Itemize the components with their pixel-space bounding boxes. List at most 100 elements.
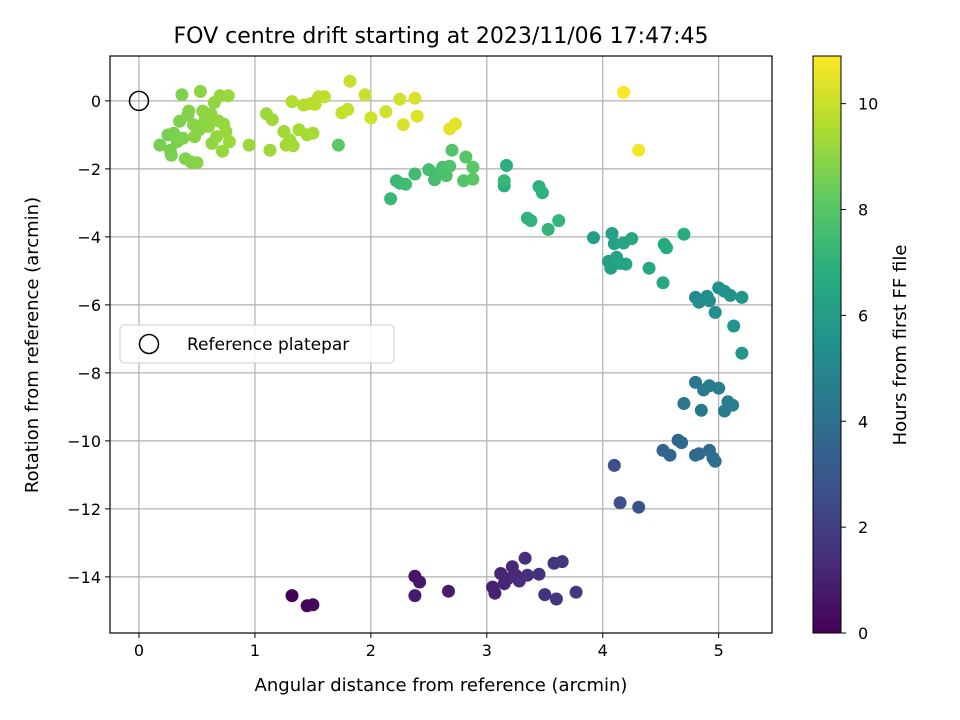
x-tick-label: 0: [134, 641, 144, 660]
data-point: [408, 91, 422, 105]
data-point: [735, 346, 749, 360]
y-tick-label: −14: [67, 568, 101, 587]
data-point: [656, 276, 670, 290]
data-point: [222, 135, 236, 149]
data-point: [702, 294, 716, 308]
data-point: [535, 186, 549, 200]
legend-label: Reference platepar: [187, 335, 349, 355]
data-point: [675, 436, 689, 450]
y-tick-label: −2: [77, 160, 101, 179]
data-point: [466, 172, 480, 186]
data-point: [723, 288, 737, 302]
data-point: [306, 126, 320, 140]
legend: Reference platepar: [119, 324, 395, 364]
data-point: [396, 118, 410, 132]
data-point: [153, 138, 167, 152]
data-point: [708, 305, 722, 319]
data-point: [216, 144, 229, 158]
data-point: [341, 102, 355, 116]
data-point: [221, 89, 235, 103]
y-tick-label: −4: [77, 228, 101, 247]
data-point: [524, 214, 538, 228]
y-tick-label: −6: [77, 296, 101, 315]
data-point: [379, 105, 393, 119]
colorbar: [812, 55, 842, 634]
y-tick-label: 0: [91, 92, 101, 111]
data-point: [607, 237, 621, 251]
x-tick-label: 3: [482, 641, 492, 660]
data-point: [331, 138, 345, 152]
colorbar-tick-label: 6: [858, 306, 868, 325]
data-point: [726, 398, 740, 412]
data-point: [164, 148, 178, 162]
data-point: [202, 119, 215, 133]
data-point: [520, 568, 534, 582]
colorbar-label: Hours from first FF file: [890, 245, 911, 446]
data-point: [663, 448, 677, 462]
colorbar-tick-label: 10: [858, 95, 878, 114]
data-point: [613, 496, 627, 510]
y-tick-label: −10: [67, 432, 101, 451]
data-point: [692, 447, 706, 461]
data-point: [393, 92, 407, 106]
y-axis-label: Rotation from reference (arcmin): [22, 197, 43, 493]
data-point: [712, 381, 726, 395]
data-point: [555, 555, 569, 569]
data-point: [175, 88, 189, 102]
colorbar-ticks: 0 2 4 6 8 10: [841, 95, 878, 643]
reference-marker: [128, 90, 150, 112]
data-point: [677, 227, 691, 241]
legend-marker: [138, 333, 160, 355]
data-point: [182, 104, 196, 118]
data-point: [384, 192, 398, 206]
data-point: [694, 403, 708, 417]
x-tick-label: 2: [366, 641, 376, 660]
grid-lines: [110, 56, 772, 633]
x-tick-label: 1: [250, 641, 260, 660]
data-point: [538, 588, 552, 602]
data-point: [735, 290, 749, 304]
data-point: [413, 575, 427, 589]
data-point: [306, 598, 320, 612]
legend-box: [119, 324, 395, 364]
data-point: [466, 160, 480, 174]
data-point: [449, 117, 462, 131]
x-axis-ticks: 0 1 2 3 4 5: [134, 633, 724, 660]
data-point: [541, 222, 555, 236]
data-point: [619, 257, 633, 271]
data-point: [242, 138, 256, 152]
data-point: [263, 143, 277, 157]
data-point: [408, 167, 422, 181]
data-point: [443, 159, 457, 173]
y-tick-label: −12: [67, 500, 101, 519]
y-axis-ticks: 0 −2 −4 −6 −8 −10 −12 −14: [67, 92, 110, 587]
data-point: [285, 589, 299, 603]
data-point: [569, 585, 583, 599]
data-point: [459, 150, 473, 164]
data-point: [286, 139, 300, 153]
data-point: [408, 589, 422, 603]
plot-frame: [109, 55, 773, 634]
data-point: [532, 567, 546, 581]
data-point: [442, 584, 455, 598]
data-point: [552, 214, 566, 228]
reference-marker-group: [128, 90, 150, 112]
data-point: [642, 261, 656, 275]
data-point: [285, 95, 299, 109]
data-point: [632, 143, 646, 157]
data-point: [708, 454, 722, 468]
y-tick-label: −8: [77, 364, 101, 383]
data-point: [343, 74, 357, 88]
colorbar-tick-label: 0: [858, 624, 868, 643]
data-point: [549, 592, 563, 606]
data-point: [422, 163, 436, 177]
data-point: [727, 319, 741, 333]
chart-title: FOV centre drift starting at 2023/11/06 …: [174, 24, 709, 49]
data-point: [617, 85, 631, 99]
data-point: [176, 131, 190, 145]
data-point: [190, 156, 204, 170]
data-point: [399, 177, 413, 191]
data-point: [445, 143, 459, 157]
data-point: [219, 125, 233, 138]
